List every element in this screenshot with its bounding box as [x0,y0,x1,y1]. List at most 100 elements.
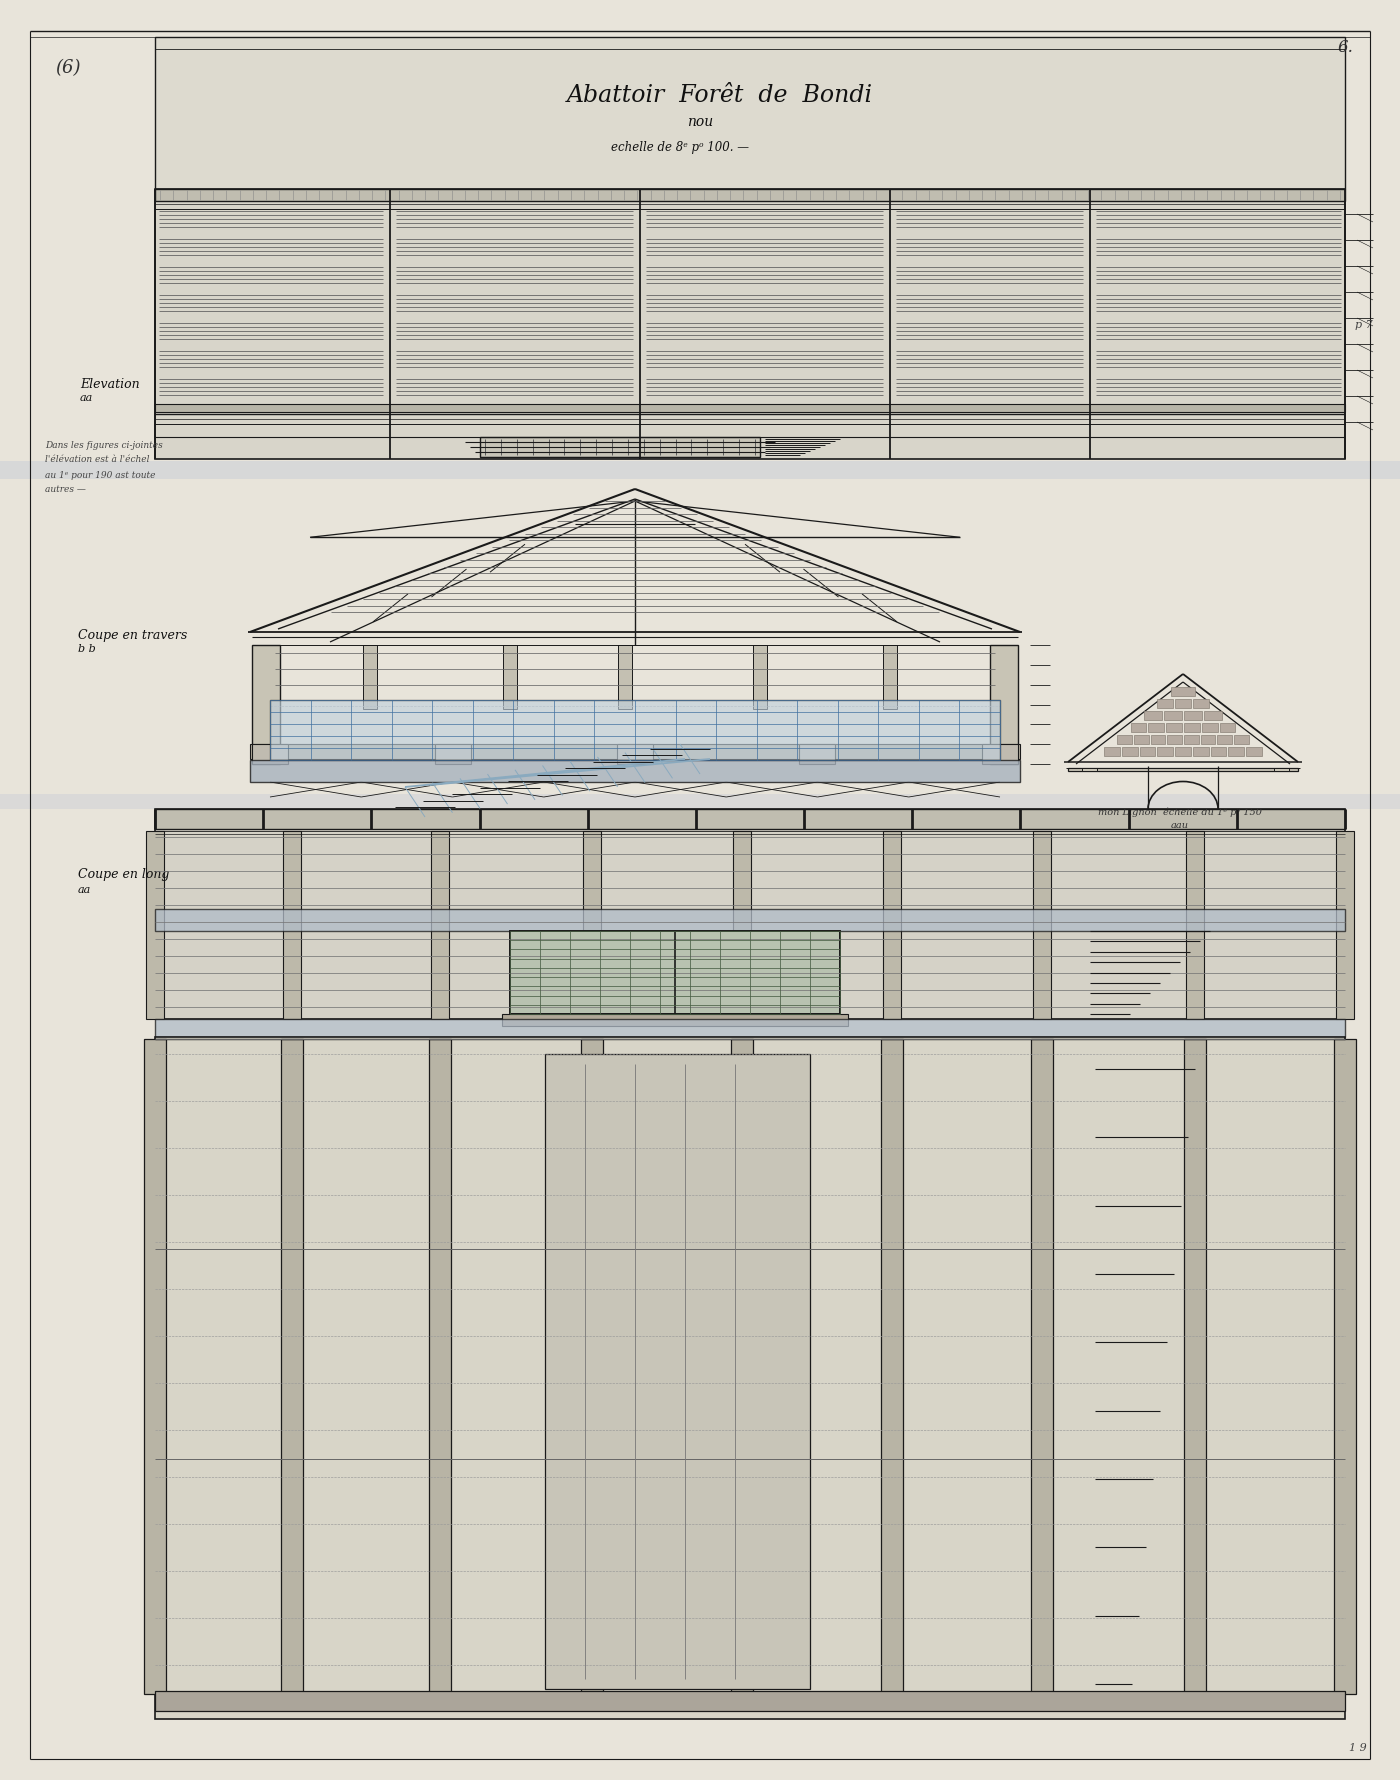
Bar [1219,724,1235,733]
Bar [1228,748,1245,756]
Text: autres —: autres — [45,486,85,495]
Bar [155,190,1345,459]
Text: Coupe en travers: Coupe en travers [78,628,188,641]
Bar [252,646,280,765]
Bar [1186,831,1204,1020]
Bar [146,831,164,1020]
Bar [1033,831,1051,1020]
Text: echelle de 8ᵉ pᵒ 100. —: echelle de 8ᵉ pᵒ 100. — [610,141,749,155]
Bar [155,1691,1345,1711]
Bar [1030,1040,1053,1695]
Bar [510,931,840,1015]
Bar [1193,700,1208,708]
Text: (6): (6) [55,59,81,77]
Bar [1105,748,1120,756]
Text: Abattoir  Forêt  de  Bondi: Abattoir Forêt de Bondi [567,84,874,107]
Bar [1246,748,1261,756]
Bar [252,744,288,765]
Text: Coupe en long: Coupe en long [78,869,169,881]
Bar [1201,724,1218,733]
Bar [1148,724,1165,733]
Bar [1175,700,1191,708]
Bar [617,646,631,710]
Text: aau: aau [1170,821,1189,829]
Text: Dans les figures ci-jointes: Dans les figures ci-jointes [45,440,162,449]
Bar [1184,735,1198,744]
Bar [270,701,1000,760]
Bar [281,1040,302,1695]
Bar [883,831,902,1020]
Bar [881,1040,903,1695]
Bar [510,931,840,1015]
Bar [155,810,1345,829]
Bar [1158,748,1173,756]
Text: l'élévation est à l'échel: l'élévation est à l'échel [45,456,150,465]
Text: aa: aa [80,393,94,402]
Bar [1140,748,1155,756]
Text: 6.: 6. [1337,39,1352,57]
Bar [981,744,1018,765]
Bar [1144,712,1162,721]
Bar [1201,735,1215,744]
Bar [1170,687,1196,696]
Bar [434,744,470,765]
Bar [581,1040,603,1695]
Bar [1117,735,1133,744]
Bar [734,831,750,1020]
Bar [155,1020,1345,1038]
Bar [1082,769,1098,771]
Bar [1193,748,1208,756]
Bar [251,760,1021,783]
Bar [155,37,1345,190]
Text: b b: b b [78,644,95,653]
Bar [1184,1040,1205,1695]
Bar [1211,748,1226,756]
Bar [545,1054,811,1689]
Bar [1204,712,1222,721]
Bar [582,831,601,1020]
Bar [155,910,1345,931]
Bar [799,744,836,765]
Bar [155,810,1345,1020]
Bar [731,1040,753,1695]
Text: 1 9: 1 9 [1350,1743,1366,1752]
Bar [503,646,517,710]
Bar [883,646,897,710]
Bar [0,461,1400,481]
Bar [1175,748,1191,756]
Bar [1158,700,1173,708]
Bar [1166,724,1182,733]
Bar [155,190,1345,201]
Bar [503,1015,848,1027]
Text: p 7: p 7 [1355,320,1373,329]
Bar [155,1038,1345,1719]
Bar [1121,748,1138,756]
Bar [1334,1040,1357,1695]
Bar [363,646,377,710]
Bar [480,438,760,457]
Bar [617,744,652,765]
Bar [0,794,1400,810]
Bar [155,404,1345,413]
Text: nou: nou [687,116,713,128]
Bar [431,831,449,1020]
Text: Elevation: Elevation [80,379,140,392]
Bar [753,646,767,710]
Text: au 1ᵉ pour 190 ast toute: au 1ᵉ pour 190 ast toute [45,470,155,479]
Bar [283,831,301,1020]
Bar [1184,724,1200,733]
Bar [1131,724,1147,733]
Bar [1134,735,1148,744]
Bar [1336,831,1354,1020]
Text: aa: aa [78,885,91,895]
Bar [428,1040,451,1695]
Bar [144,1040,167,1695]
Bar [1233,735,1249,744]
Bar [1218,735,1232,744]
Bar [1168,735,1182,744]
Bar [990,646,1018,765]
Bar [1184,712,1203,721]
Bar [251,744,1021,760]
Bar [1163,712,1182,721]
Bar [1068,769,1298,771]
